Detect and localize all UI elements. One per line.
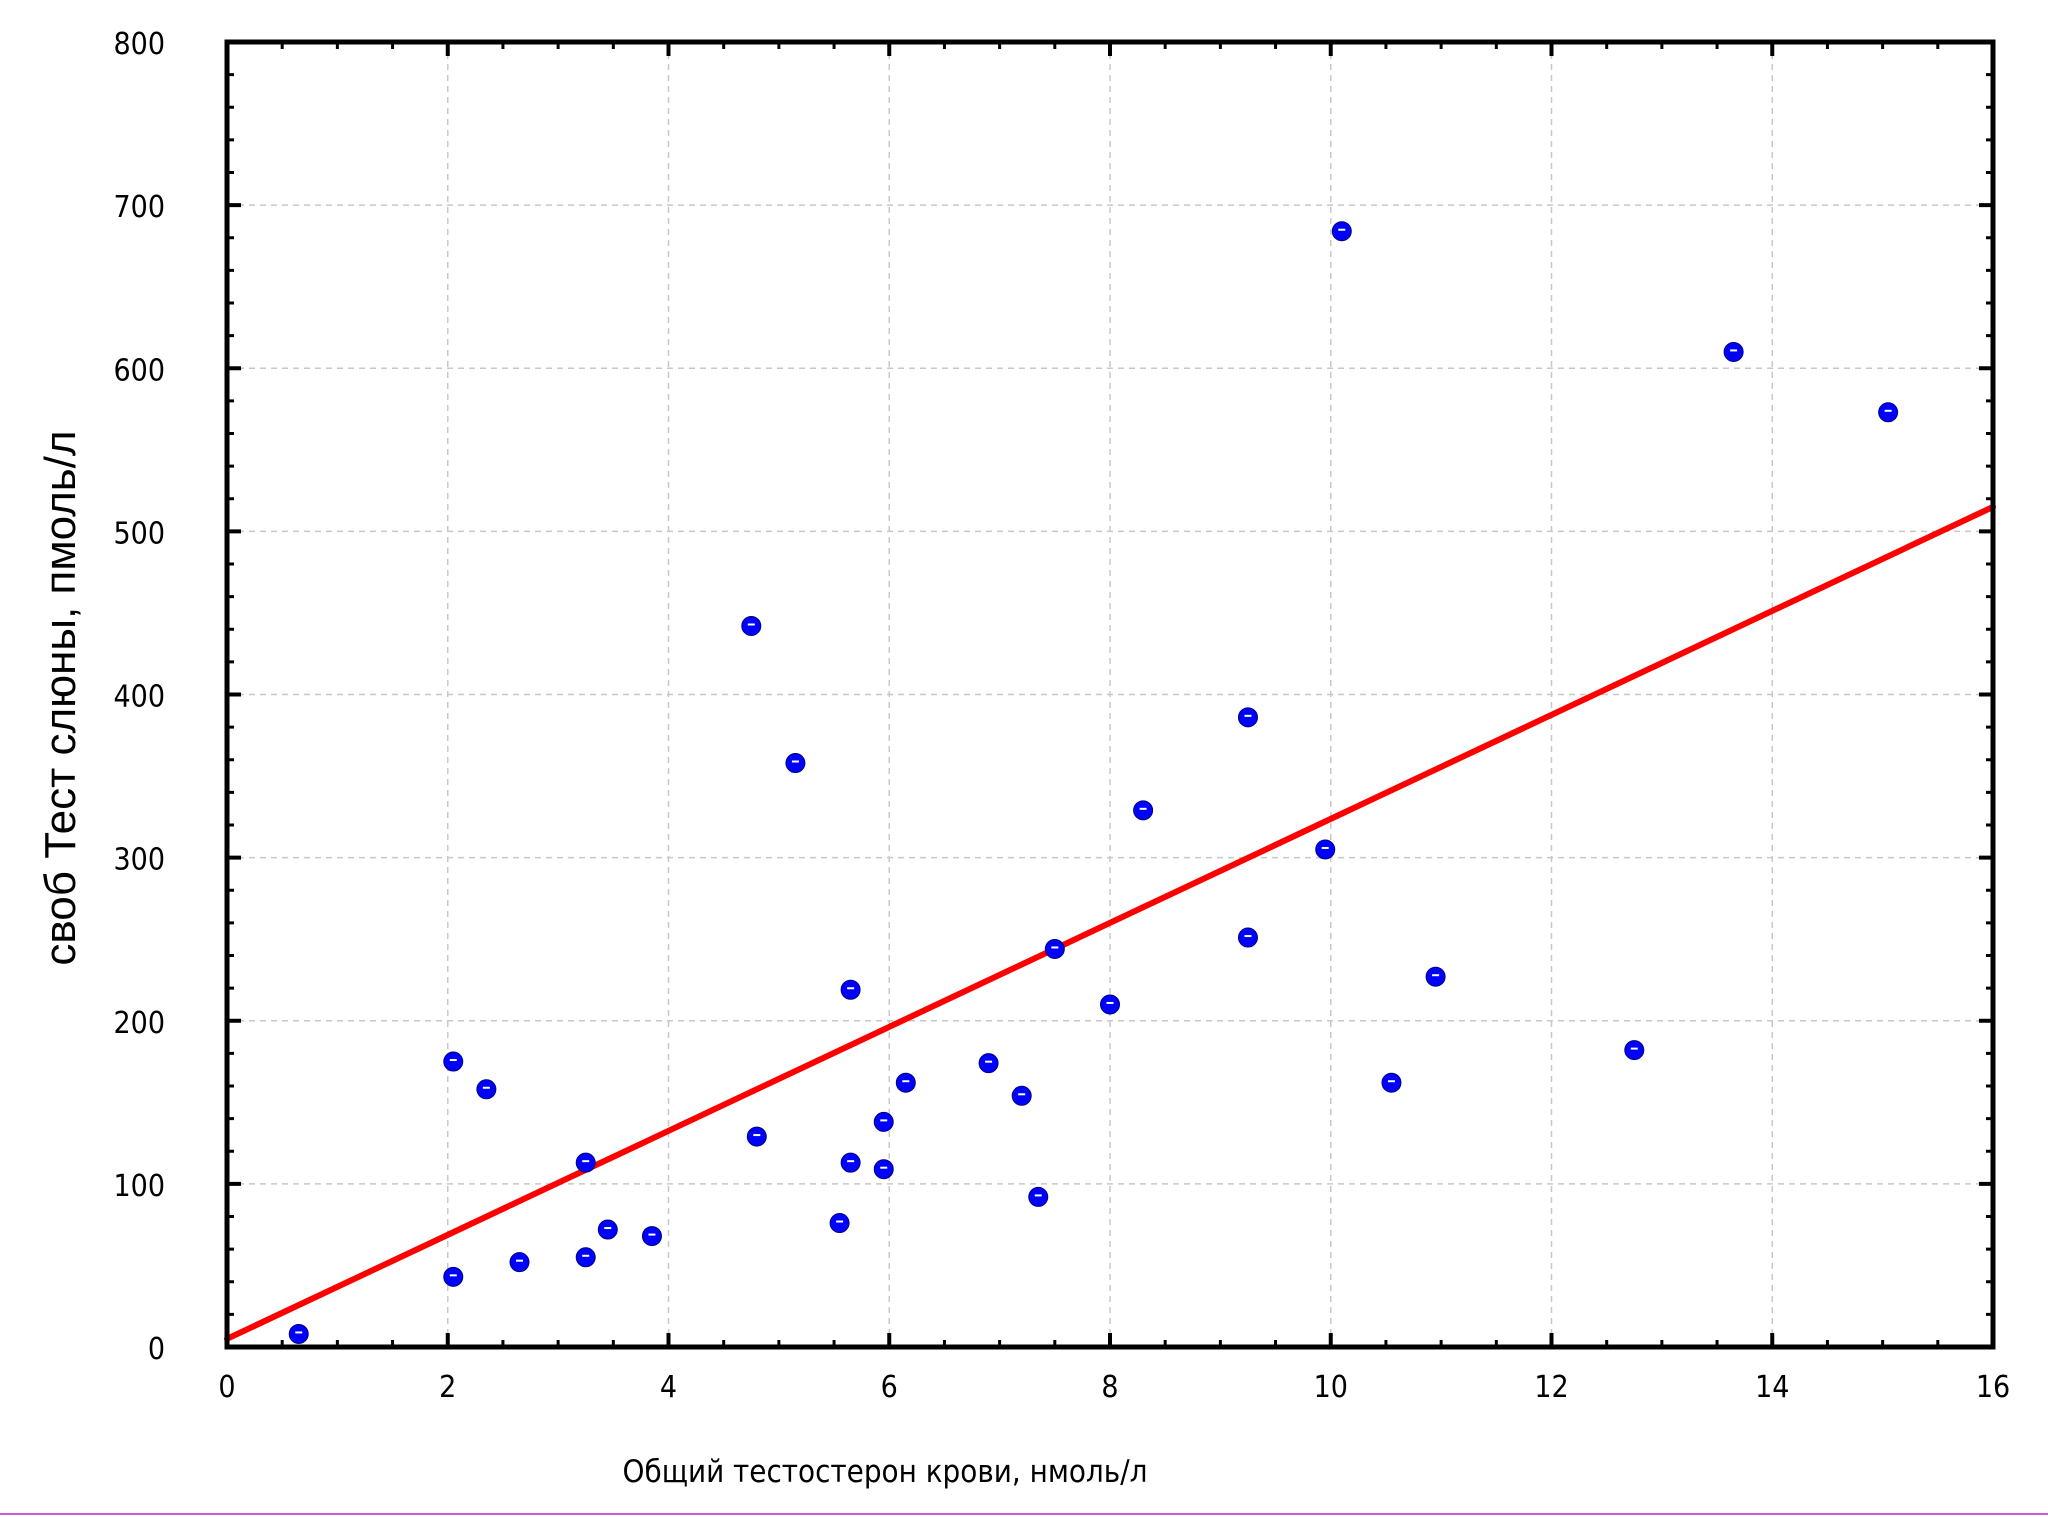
y-tick-label: 200	[113, 1006, 165, 1041]
data-point	[873, 1111, 894, 1132]
data-point	[746, 1126, 767, 1147]
data-point	[895, 1072, 916, 1093]
data-point	[509, 1252, 530, 1273]
y-tick-label: 500	[113, 516, 165, 551]
data-point	[785, 753, 806, 774]
data-point	[1237, 927, 1258, 948]
x-tick-label: 14	[1755, 1370, 1789, 1405]
plot-frame	[224, 39, 1996, 1350]
data-point	[1044, 938, 1065, 959]
x-tick-label: 0	[218, 1370, 235, 1405]
data-point	[1723, 341, 1744, 362]
data-point	[1133, 800, 1154, 821]
data-point	[829, 1213, 850, 1234]
y-tick-label: 400	[113, 680, 165, 715]
data-point	[741, 615, 762, 636]
y-tick-label: 600	[113, 353, 165, 388]
data-point	[1878, 402, 1899, 423]
data-point	[288, 1323, 309, 1344]
data-point	[597, 1219, 618, 1240]
y-tick-label: 100	[113, 1169, 165, 1204]
y-axis-label: своб Тест слюны, пмоль/л	[36, 430, 85, 965]
x-tick-label: 6	[881, 1370, 898, 1405]
data-point	[476, 1079, 497, 1100]
grid-lines	[227, 42, 1993, 1347]
x-tick-label: 16	[1976, 1370, 2010, 1405]
x-tick-label: 2	[439, 1370, 456, 1405]
data-point	[873, 1159, 894, 1180]
y-tick-label: 300	[113, 843, 165, 878]
y-tick-label: 0	[148, 1332, 165, 1367]
data-points	[288, 221, 1899, 1344]
data-point	[575, 1247, 596, 1268]
data-point	[1381, 1072, 1402, 1093]
data-point	[443, 1266, 464, 1287]
y-tick-label: 700	[113, 190, 165, 225]
data-point	[641, 1226, 662, 1247]
regression-line	[224, 503, 1996, 1342]
y-tick-label: 800	[113, 27, 165, 62]
data-point	[1331, 221, 1352, 242]
data-point	[1028, 1186, 1049, 1207]
data-point	[1237, 707, 1258, 728]
x-axis-label: Общий тестостерон крови, нмоль/л	[623, 1454, 1148, 1490]
bottom-divider	[0, 1513, 2048, 1515]
y-tick-labels: 0 100 200 300 400 500 600 700 800	[113, 27, 165, 1367]
x-tick-label: 4	[660, 1370, 677, 1405]
data-point	[1100, 994, 1120, 1015]
x-tick-labels: 0 2 4 6 8 10 12 14 16	[218, 1370, 2010, 1405]
x-tick-label: 8	[1101, 1370, 1118, 1405]
data-point	[840, 979, 861, 1000]
data-point	[1624, 1040, 1645, 1061]
data-point	[1315, 839, 1336, 860]
x-tick-label: 12	[1534, 1370, 1568, 1405]
data-point	[1011, 1085, 1032, 1106]
data-point	[575, 1152, 596, 1173]
data-point	[840, 1152, 861, 1173]
data-point	[443, 1051, 464, 1072]
data-point	[978, 1053, 999, 1074]
x-tick-label: 10	[1314, 1370, 1348, 1405]
data-point	[1425, 966, 1446, 987]
